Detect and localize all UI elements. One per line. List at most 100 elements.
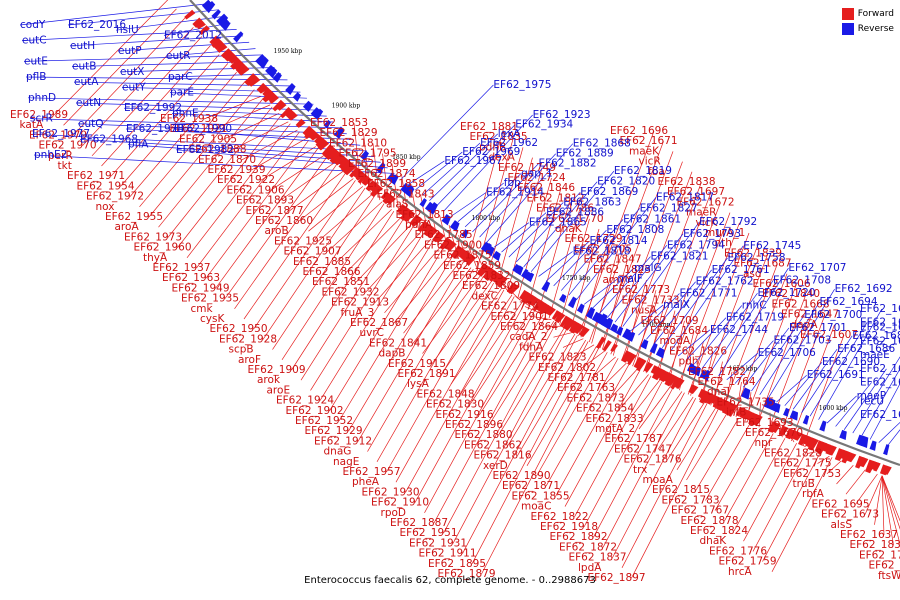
reverse-gene-label[interactable]: eutC <box>22 35 47 47</box>
forward-gene-label[interactable]: EF62_1922 <box>217 174 275 186</box>
forward-gene-label[interactable]: cadA_2 <box>510 331 548 343</box>
reverse-gene-label[interactable]: lexA <box>498 128 521 140</box>
reverse-gene-label[interactable]: EF62_1923 <box>533 109 591 121</box>
forward-gene-label[interactable]: dnaJ <box>707 386 730 398</box>
reverse-gene-label[interactable]: malG <box>634 262 662 274</box>
reverse-gene-label[interactable]: EF62_1818 <box>573 246 631 258</box>
forward-gene-label[interactable]: npr <box>755 437 773 449</box>
forward-gene-label[interactable]: cmk <box>191 303 214 315</box>
forward-gene-label[interactable]: EF62_1906 <box>227 184 285 196</box>
forward-gene-label[interactable]: EF62_1937 <box>153 262 211 274</box>
forward-gene-label[interactable]: EF62_1924 <box>276 395 334 407</box>
forward-gene-label[interactable]: pdhA <box>405 219 433 231</box>
forward-gene-label[interactable]: EF62_1973 <box>124 231 182 243</box>
reverse-gene-label[interactable]: scrR <box>30 113 53 125</box>
reverse-gene-label[interactable]: eutY <box>122 81 146 93</box>
reverse-gene-label[interactable]: EF62_1975 <box>493 79 551 91</box>
reverse-gene-label[interactable]: maeE <box>860 349 890 361</box>
forward-gene-label[interactable]: EF62_1848 <box>417 388 475 400</box>
forward-gene-label[interactable]: EF62_1828 <box>764 447 822 459</box>
forward-gene-label[interactable]: EF62_1916 <box>436 409 494 421</box>
reverse-gene-label[interactable]: EF62_1706 <box>758 347 816 359</box>
forward-gene-label[interactable]: EF62_1705 <box>574 243 632 255</box>
forward-gene-label[interactable]: murA_1 <box>705 227 745 239</box>
forward-gene-label[interactable]: EF62_1783 <box>662 494 720 506</box>
reverse-gene-label[interactable]: pflA <box>128 139 149 151</box>
forward-gene-label[interactable]: EF62_1836 <box>850 539 900 551</box>
forward-gene-label[interactable]: EF62_1960 <box>134 242 192 254</box>
forward-gene-label[interactable]: EF62_1879 <box>438 568 496 580</box>
reverse-gene-label[interactable]: eutB <box>72 61 96 73</box>
forward-gene-label[interactable]: EF62_1867 <box>350 317 408 329</box>
forward-gene-label[interactable]: amyY <box>603 274 633 286</box>
forward-gene-label[interactable]: EF62_1905 <box>179 133 237 145</box>
reverse-gene-label[interactable]: EF62_1707 <box>788 262 846 274</box>
forward-gene-label[interactable]: alsS <box>831 519 853 531</box>
reverse-gene-label[interactable]: EF62_1626 <box>860 409 900 421</box>
forward-gene-label[interactable]: EF62_1795 <box>339 148 397 160</box>
forward-gene-label[interactable]: moaC <box>521 501 551 513</box>
reverse-gene-label[interactable]: EF62_1968 <box>80 133 138 145</box>
reverse-gene-label[interactable]: EF62_1762 <box>696 276 754 288</box>
forward-gene-label[interactable]: EF62_1957 <box>343 466 401 478</box>
forward-gene-label[interactable]: EF62_1825 <box>593 264 651 276</box>
forward-gene-label[interactable]: EF62_1777 <box>859 549 900 561</box>
reverse-gene-label[interactable]: EF62_1882 <box>539 158 597 170</box>
forward-gene-label[interactable]: truB <box>793 478 815 490</box>
forward-gene-label[interactable]: EF62_1931 <box>409 537 467 549</box>
forward-gene-label[interactable]: EF62_1899 <box>348 158 406 170</box>
forward-gene-label[interactable]: EF62_1729 <box>565 233 623 245</box>
forward-gene-label[interactable]: fdhA <box>519 341 544 353</box>
forward-gene-label[interactable]: dnaG <box>324 446 352 458</box>
forward-gene-label[interactable]: arok <box>257 374 281 386</box>
forward-gene-label[interactable]: asd <box>743 268 762 280</box>
reverse-gene-label[interactable]: eutE <box>24 55 48 67</box>
forward-gene-label[interactable]: EF62_1785 <box>415 229 473 241</box>
forward-gene-label[interactable]: trx <box>633 464 647 476</box>
forward-gene-label[interactable]: EF62_1874 <box>358 168 416 180</box>
forward-gene-label[interactable]: EF62_1921 <box>170 123 228 135</box>
reverse-gene-label[interactable]: parE <box>170 87 194 99</box>
forward-gene-label[interactable]: EF62_1851 <box>312 276 370 288</box>
forward-gene-label[interactable]: nagE <box>333 456 359 468</box>
forward-gene-label[interactable]: EF62_1930 <box>362 486 420 498</box>
reverse-gene-label[interactable]: EF62_1869 <box>580 186 638 198</box>
reverse-gene-label[interactable]: EF62_1886 <box>546 207 604 219</box>
forward-gene-label[interactable]: EF62_1876 <box>624 454 682 466</box>
forward-gene-label[interactable]: aroE <box>267 384 291 396</box>
reverse-gene-label[interactable]: EF62_1990 <box>174 123 232 135</box>
reverse-gene-label[interactable]: EF62_1771 <box>679 287 737 299</box>
forward-gene-label[interactable]: EF62_1891 <box>398 368 456 380</box>
forward-gene-label[interactable]: uvrC <box>360 327 385 339</box>
reverse-gene-label[interactable]: gap_1 <box>521 167 553 179</box>
forward-gene-label[interactable]: EF62_1864 <box>500 321 558 333</box>
forward-gene-label[interactable]: EF62_1952 <box>295 415 353 427</box>
reverse-gene-label[interactable]: EF62_1817 <box>656 191 714 203</box>
forward-gene-label[interactable]: EF62_1951 <box>400 527 458 539</box>
forward-gene-label[interactable]: cysK <box>200 313 225 325</box>
reverse-gene-label[interactable]: eutH <box>70 40 95 52</box>
forward-gene-label[interactable]: vicR <box>639 156 661 168</box>
reverse-gene-label[interactable]: malX <box>663 299 690 311</box>
forward-gene-label[interactable]: EF62_1972 <box>86 191 144 203</box>
forward-gene-label[interactable]: EF62_1767 <box>671 505 729 517</box>
forward-gene-label[interactable]: EF62_1735 <box>717 396 775 408</box>
forward-gene-label[interactable]: EF62_1939 <box>208 164 266 176</box>
forward-gene-label[interactable]: EF62_1938 <box>160 113 218 125</box>
reverse-gene-label[interactable]: EF62_1914 <box>486 186 544 198</box>
forward-gene-label[interactable]: EF62_1887 <box>390 517 448 529</box>
reverse-gene-label[interactable]: EF62_1685 <box>852 330 900 342</box>
forward-gene-label[interactable]: EF62_1775 <box>774 458 832 470</box>
reverse-gene-label[interactable]: EF62_1645 <box>860 363 900 375</box>
reverse-gene-label[interactable]: EF62_1820 <box>597 176 655 188</box>
forward-gene-label[interactable]: EF62_1963 <box>162 272 220 284</box>
reverse-gene-label[interactable]: codY <box>20 19 46 31</box>
forward-gene-label[interactable]: EF62_1781 <box>548 372 606 384</box>
forward-gene-label[interactable]: dexA <box>489 152 516 164</box>
reverse-gene-label[interactable]: EF62_1646 <box>860 376 900 388</box>
forward-gene-label[interactable]: EF62_1606 <box>753 278 811 290</box>
forward-gene-label[interactable]: EF62_1897 <box>588 572 646 584</box>
forward-gene-label[interactable]: EF62_1672 <box>677 196 735 208</box>
forward-gene-label[interactable]: rbfA <box>802 488 825 500</box>
forward-gene-label[interactable]: EF62_1787 <box>605 433 663 445</box>
